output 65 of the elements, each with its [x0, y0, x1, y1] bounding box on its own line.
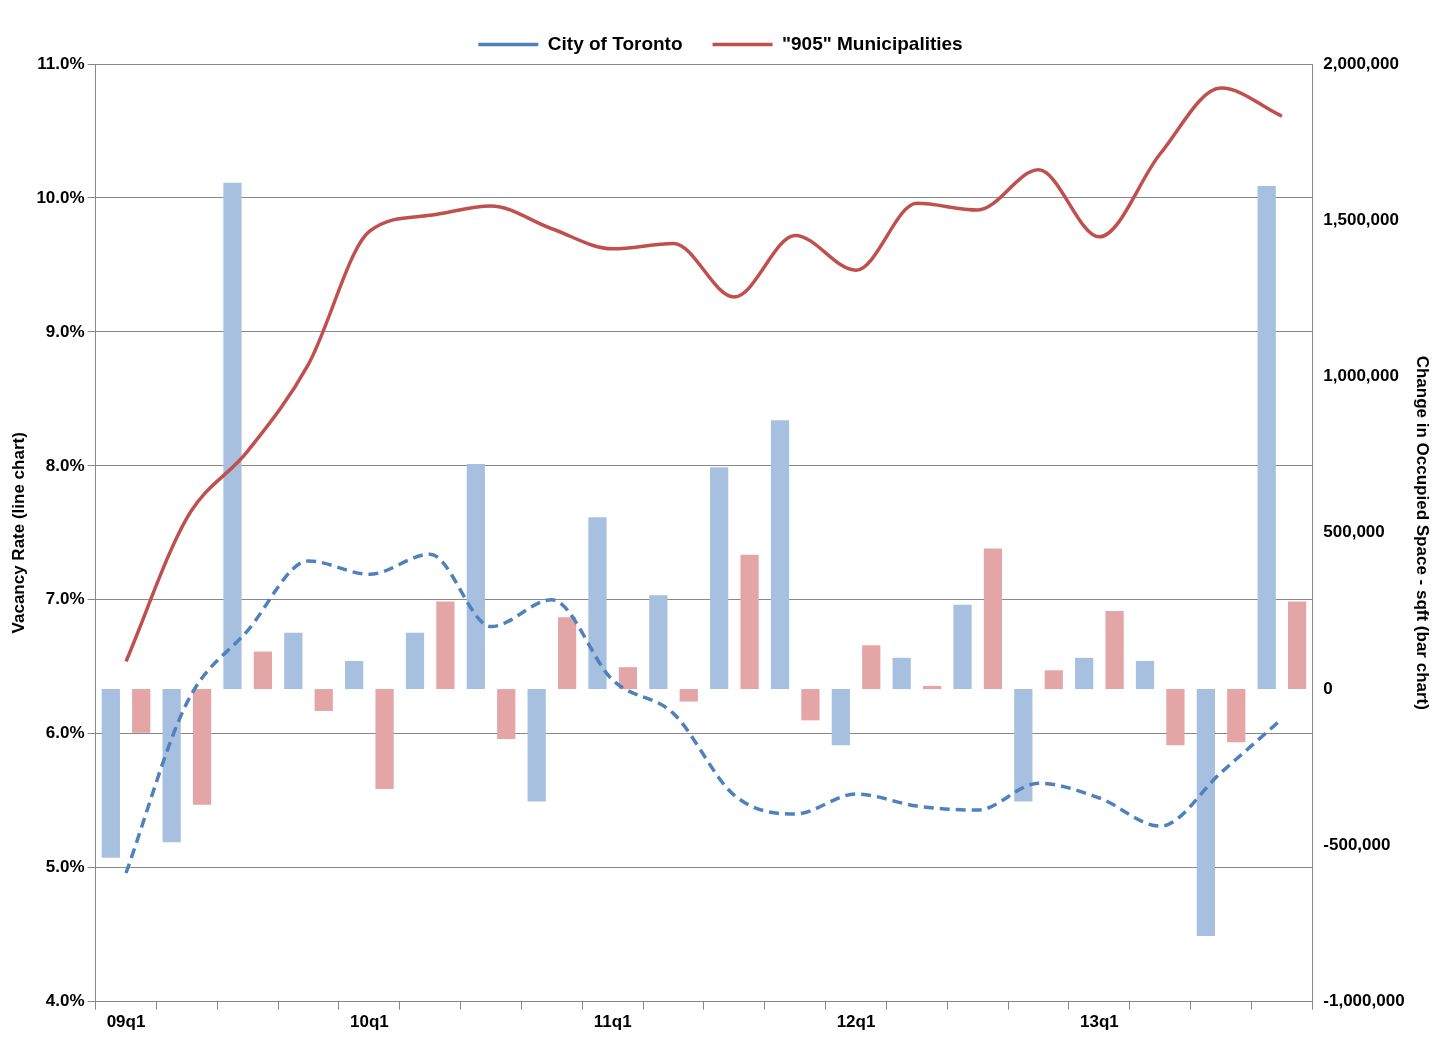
bar	[862, 645, 881, 690]
line-series	[124, 86, 1284, 664]
y-tick-label: 7.0%	[45, 589, 85, 609]
y2-tick-label: 0	[1323, 678, 1333, 698]
bar	[223, 182, 242, 690]
x-tick-label: 09q1	[106, 1012, 146, 1032]
bar	[953, 604, 972, 690]
y-tick-label: 10.0%	[36, 187, 85, 207]
x-tick-label: 10q1	[349, 1012, 389, 1032]
bar	[679, 689, 698, 702]
bar	[1075, 657, 1094, 690]
y2-tick-label: 1,500,000	[1323, 209, 1399, 229]
y2-tick-label: 2,000,000	[1323, 53, 1399, 73]
bar	[132, 689, 151, 733]
y2-axis-title: Change in Occupied Space - sqft (bar chart)	[1413, 355, 1433, 710]
bar	[162, 689, 181, 843]
bar	[1196, 689, 1215, 936]
legend-label: City of Toronto	[547, 32, 683, 54]
bar	[557, 617, 577, 690]
y2-tick-label: 500,000	[1323, 522, 1385, 542]
bar	[983, 548, 1003, 690]
y2-tick-label: -500,000	[1323, 835, 1391, 855]
bar	[770, 420, 790, 690]
y-tick-label: 9.0%	[45, 321, 85, 341]
bar	[345, 660, 364, 690]
y2-tick-label: -1,000,000	[1323, 991, 1405, 1011]
bar	[253, 651, 273, 690]
bar	[1014, 689, 1033, 802]
bar	[588, 517, 607, 690]
bar	[192, 689, 212, 805]
y-tick-label: 11.0%	[37, 53, 85, 73]
bar	[1227, 689, 1246, 743]
bar	[375, 689, 394, 790]
legend-label: "905" Municipalities	[782, 32, 963, 54]
bar	[710, 467, 729, 690]
bar	[922, 685, 942, 690]
bar	[1135, 660, 1155, 690]
bar	[1287, 601, 1307, 690]
x-tick-label: 12q1	[836, 1012, 876, 1032]
bar	[1105, 610, 1124, 690]
bar	[1044, 670, 1063, 690]
bar	[801, 689, 820, 721]
y-axis-title: Vacancy Rate (line chart)	[8, 432, 28, 634]
bar	[618, 667, 638, 690]
bar	[740, 554, 759, 690]
bar	[892, 657, 911, 690]
bar	[314, 689, 333, 711]
bar	[284, 632, 303, 690]
bar	[649, 595, 668, 690]
y2-tick-label: 1,000,000	[1323, 366, 1399, 386]
y-tick-label: 5.0%	[45, 857, 85, 877]
y-tick-label: 6.0%	[45, 723, 85, 743]
bar	[1166, 689, 1185, 746]
bar	[831, 689, 850, 746]
bar	[405, 632, 425, 690]
x-tick-label: 11q1	[593, 1012, 632, 1032]
y-tick-label: 8.0%	[45, 455, 85, 475]
bar	[101, 689, 120, 858]
y-tick-label: 4.0%	[45, 991, 85, 1011]
bar	[527, 689, 546, 802]
bar	[497, 689, 516, 740]
bar	[436, 601, 455, 690]
x-tick-label: 13q1	[1080, 1012, 1119, 1032]
bar	[466, 464, 485, 690]
bar	[1257, 185, 1276, 690]
